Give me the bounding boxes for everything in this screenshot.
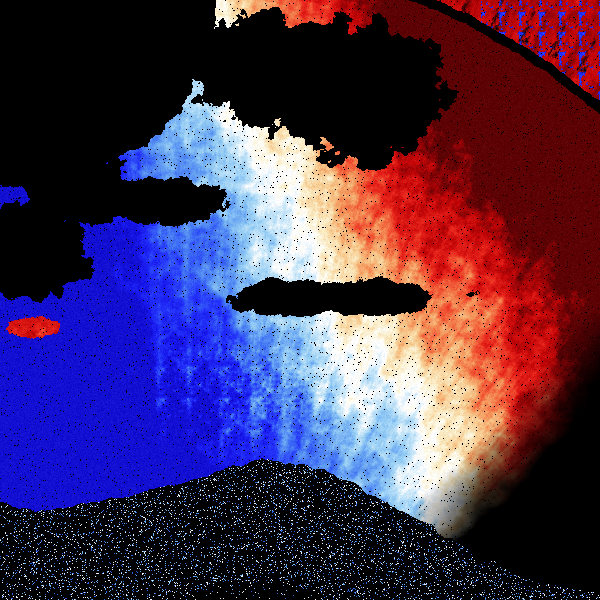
radar-velocity-canvas [0,0,600,600]
radar-image-viewport: Radar Radial Velocity Full-frame Doppler… [0,0,600,600]
